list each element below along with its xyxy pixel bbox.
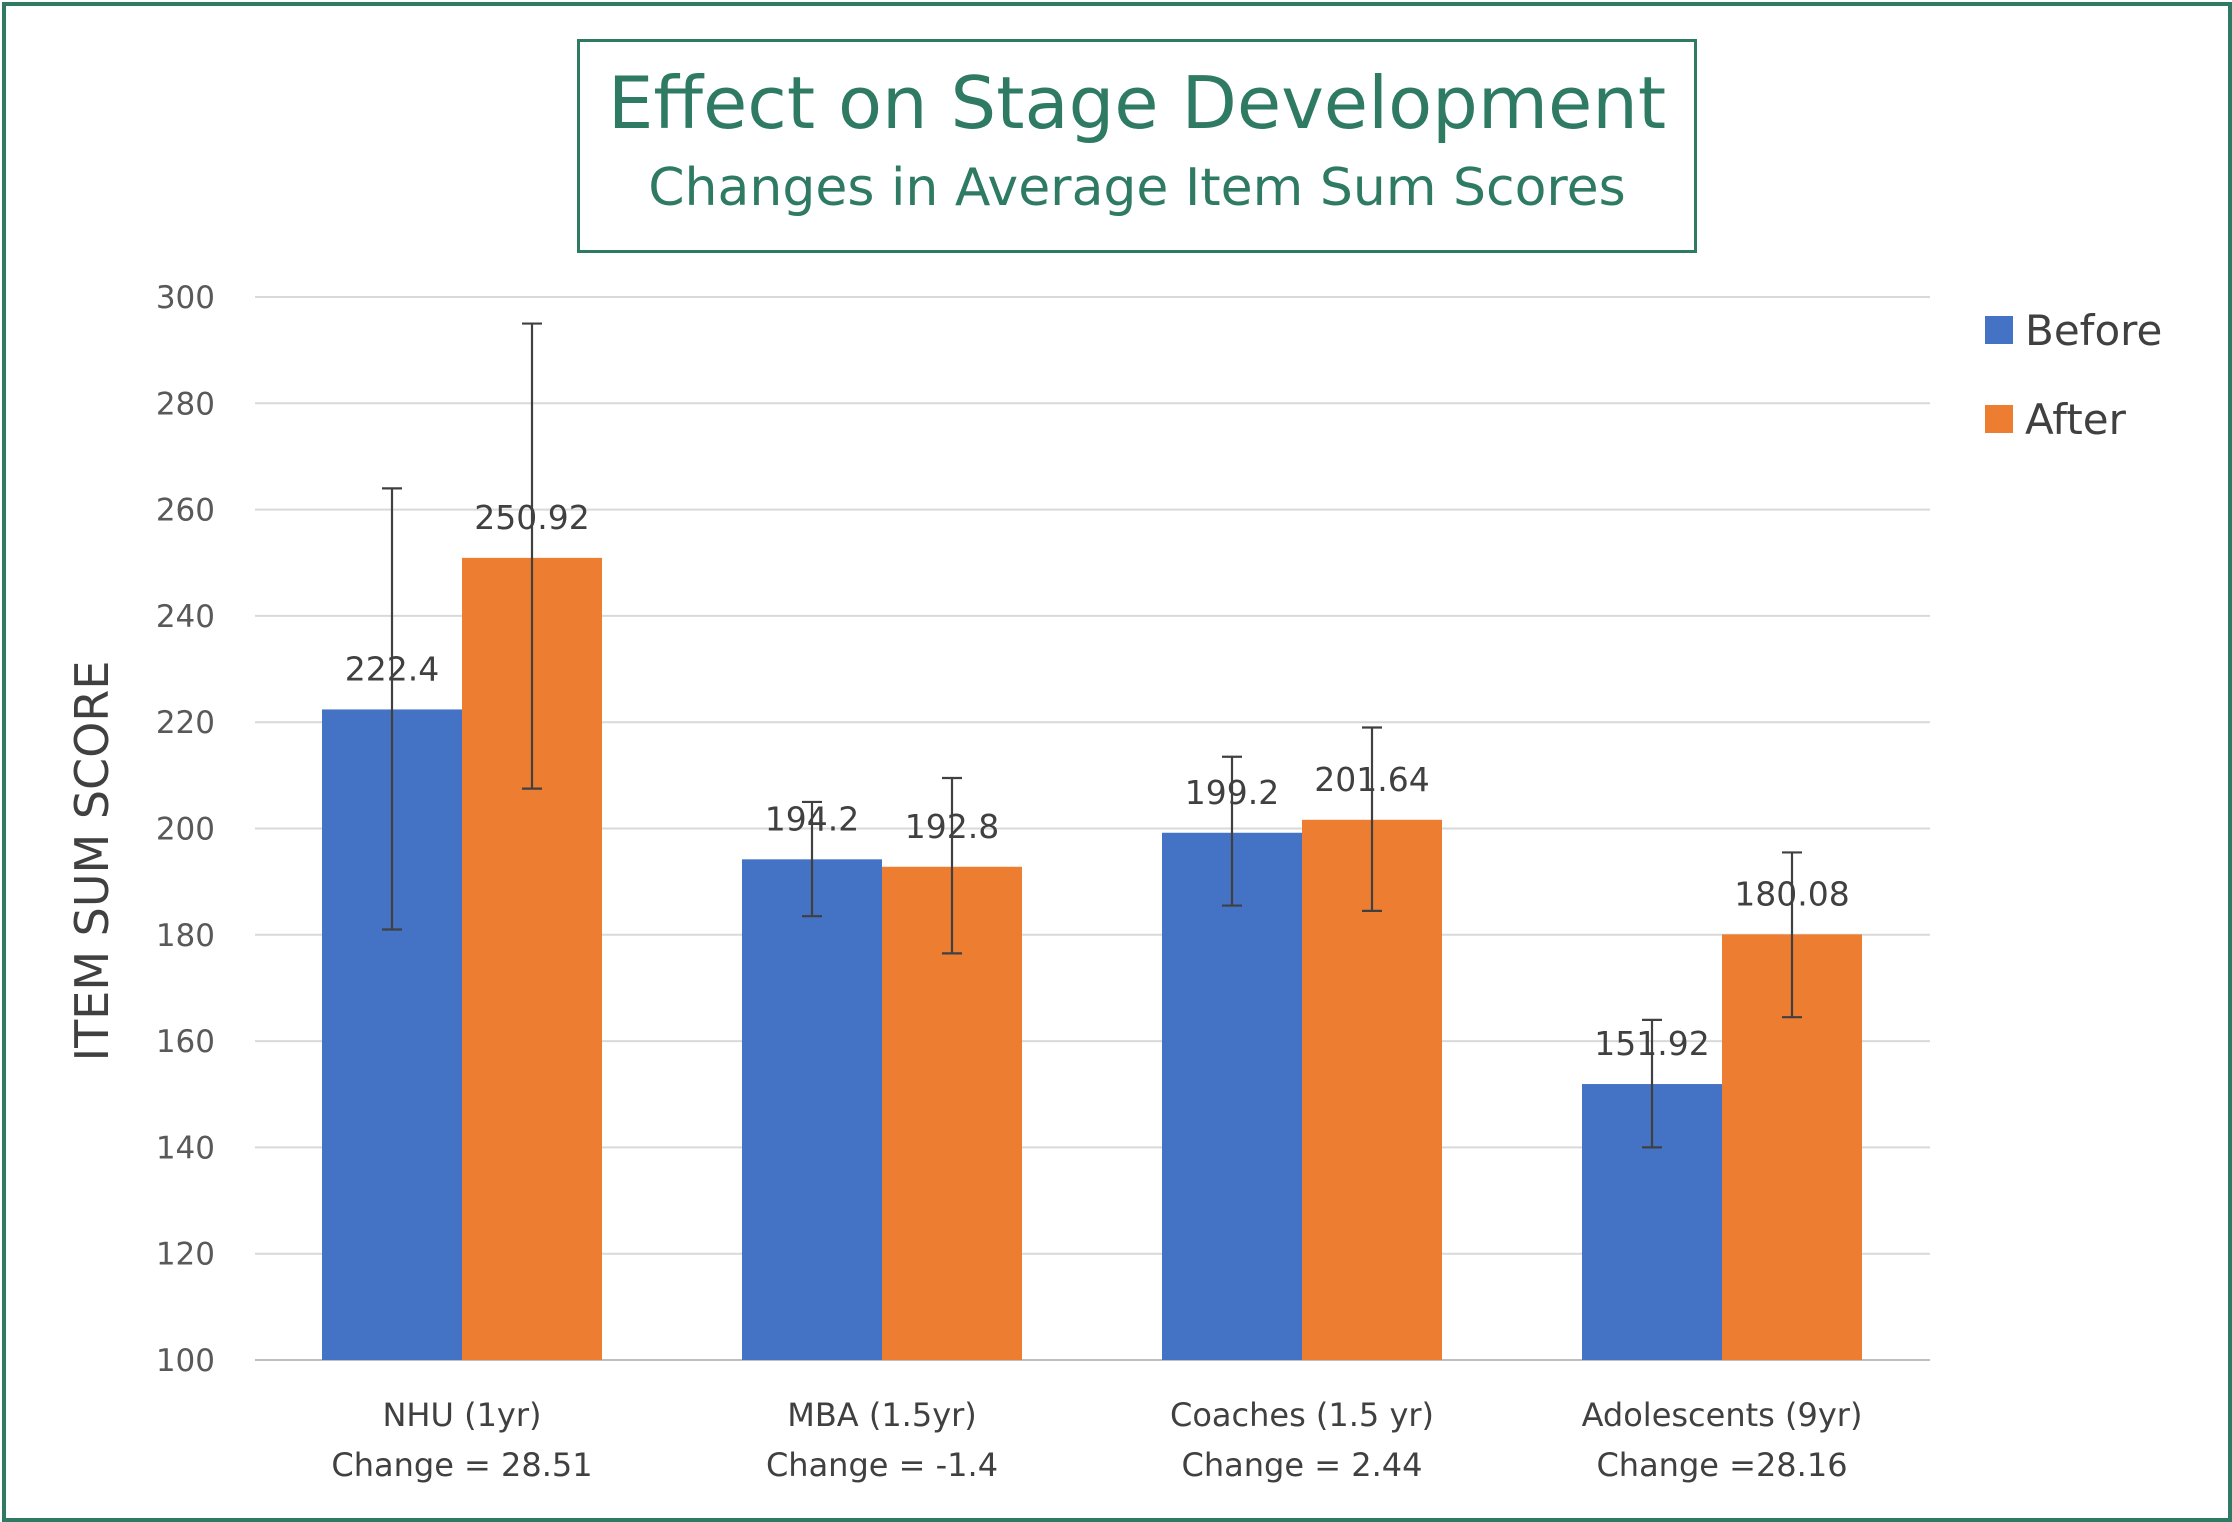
y-tick-label: 120 xyxy=(156,1237,215,1273)
y-tick-label: 140 xyxy=(156,1130,215,1166)
data-label: 222.4 xyxy=(345,649,439,688)
data-label: 199.2 xyxy=(1185,773,1279,812)
y-tick-label: 160 xyxy=(156,1024,215,1060)
data-label: 194.2 xyxy=(765,799,859,838)
legend-label-after: After xyxy=(2025,394,2126,444)
y-tick-label: 280 xyxy=(156,386,215,422)
data-label: 192.8 xyxy=(905,807,999,846)
legend-swatch-after xyxy=(1985,405,2013,433)
data-label: 250.92 xyxy=(474,498,589,537)
data-label: 180.08 xyxy=(1734,874,1849,913)
data-label: 201.64 xyxy=(1314,760,1429,799)
legend-item-before: Before xyxy=(1985,300,2162,360)
y-tick-label: 180 xyxy=(156,918,215,954)
legend-label-before: Before xyxy=(2025,305,2163,355)
x-tick-label: MBA (1.5yr) xyxy=(787,1396,977,1434)
x-tick-label: Coaches (1.5 yr) xyxy=(1170,1396,1434,1434)
x-tick-change-label: Change = -1.4 xyxy=(766,1446,998,1484)
title-box: Effect on Stage Development Changes in A… xyxy=(577,39,1697,253)
y-tick-label: 300 xyxy=(156,280,215,316)
chart-subtitle: Changes in Average Item Sum Scores xyxy=(648,158,1626,218)
x-tick-label: Adolescents (9yr) xyxy=(1582,1396,1863,1434)
data-label: 151.92 xyxy=(1594,1024,1709,1063)
chart-title: Effect on Stage Development xyxy=(607,61,1667,145)
legend-swatch-before xyxy=(1985,316,2013,344)
y-tick-label: 100 xyxy=(156,1343,215,1379)
bar-before-2 xyxy=(1162,832,1302,1360)
y-tick-label: 260 xyxy=(156,493,215,529)
legend-item-after: After xyxy=(1985,389,2162,449)
x-tick-change-label: Change = 28.51 xyxy=(331,1446,592,1484)
x-tick-change-label: Change = 2.44 xyxy=(1182,1446,1423,1484)
legend: Before After xyxy=(1985,300,2162,478)
x-tick-label: NHU (1yr) xyxy=(382,1396,541,1434)
bar-before-1 xyxy=(742,859,882,1360)
x-tick-change-label: Change =28.16 xyxy=(1596,1446,1847,1484)
y-tick-label: 240 xyxy=(156,599,215,635)
y-tick-label: 200 xyxy=(156,812,215,848)
y-tick-label: 220 xyxy=(156,705,215,741)
